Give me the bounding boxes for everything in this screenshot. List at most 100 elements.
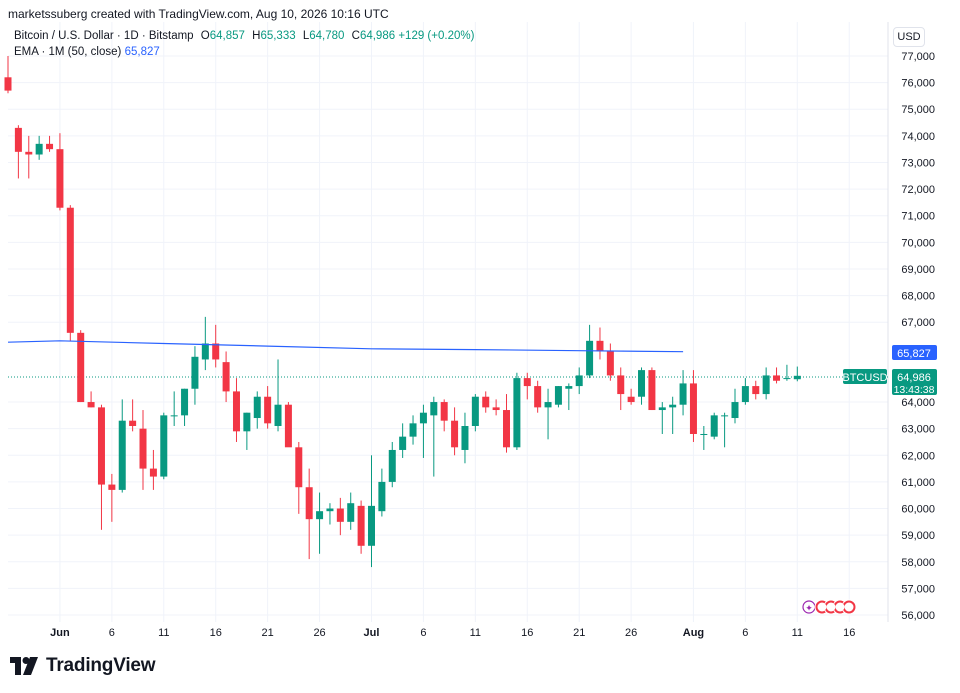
- ema-price-tag: 65,827: [892, 345, 937, 360]
- x-tick-label: 11: [792, 627, 803, 639]
- close-value: 64,986: [359, 30, 396, 42]
- candle-body: [326, 508, 334, 512]
- change-value: +129 (+0.20%): [398, 30, 475, 42]
- candle-body: [648, 370, 656, 411]
- x-tick-label: 16: [521, 627, 533, 639]
- x-tick-label: 21: [573, 627, 585, 639]
- candle-body: [658, 407, 666, 411]
- candle-body: [700, 433, 708, 435]
- candle-body: [139, 428, 147, 469]
- x-tick-label: 6: [109, 627, 115, 639]
- candle-body: [513, 378, 521, 448]
- x-tick-label: 21: [262, 627, 274, 639]
- candle-body: [160, 415, 168, 477]
- ema-legend[interactable]: EMA · 1M (50, close) 65,827: [14, 44, 474, 60]
- candle-body: [544, 402, 552, 408]
- y-tick-label: 64,000: [901, 397, 935, 409]
- candle-body: [409, 423, 417, 437]
- ohlc-legend[interactable]: Bitcoin / U.S. Dollar · 1D · Bitstamp O6…: [14, 28, 474, 44]
- candle-body: [295, 447, 303, 488]
- candle-body: [565, 386, 573, 389]
- low-value: 64,780: [309, 30, 345, 42]
- ema-label: EMA · 1M (50, close): [14, 46, 122, 58]
- candle-body: [367, 505, 375, 546]
- symbol-tag-bg: [843, 369, 887, 384]
- y-tick-label: 74,000: [901, 131, 935, 143]
- candle-body: [762, 375, 770, 395]
- candle-body: [752, 386, 760, 395]
- currency-selector[interactable]: USD: [893, 27, 925, 47]
- candle-body: [201, 343, 209, 360]
- candle-body: [347, 503, 355, 522]
- symbol-tag: BTCUSD: [842, 372, 887, 384]
- high-value: 65,333: [260, 30, 296, 42]
- candle-body: [482, 396, 490, 408]
- chart-grid: [8, 22, 889, 622]
- candles: [4, 56, 801, 568]
- low-label: L: [302, 30, 310, 42]
- events-flag-icon[interactable]: ✦: [802, 599, 857, 615]
- candle-body: [388, 449, 396, 482]
- candle-body: [721, 415, 729, 417]
- current-price-tag: BTCUSD 64,986 13:43:38: [842, 369, 937, 396]
- candle-body: [253, 396, 261, 419]
- candle-body: [430, 402, 438, 416]
- tradingview-logo-icon: [10, 657, 38, 675]
- time-axis: Jun 6 11 16 21 26 Jul 6 11 16 21 26 Aug 6 11 16: [50, 627, 855, 639]
- candle-body: [129, 420, 137, 427]
- y-tick-label: 59,000: [901, 530, 935, 542]
- candle-body: [77, 332, 85, 403]
- ema-tag-bg: [892, 345, 937, 360]
- candle-body: [669, 404, 677, 408]
- x-tick-label: 6: [420, 627, 426, 639]
- candle-body: [554, 386, 562, 405]
- candle-body: [170, 415, 178, 417]
- candle-body: [46, 143, 54, 150]
- candle-body: [316, 511, 324, 520]
- candle-body: [606, 351, 614, 376]
- y-tick-label: 71,000: [901, 211, 935, 223]
- candle-body: [56, 149, 64, 208]
- y-tick-label: 70,000: [901, 237, 935, 249]
- candle-body: [575, 375, 583, 387]
- y-tick-label: 57,000: [901, 583, 935, 595]
- candle-body: [689, 383, 697, 434]
- price-tag-bg: [892, 369, 937, 395]
- x-tick-label: 16: [210, 627, 222, 639]
- close-label: C: [351, 30, 360, 42]
- high-label: H: [252, 30, 261, 42]
- candle-body: [440, 402, 448, 421]
- candle-body: [264, 396, 272, 424]
- candle-body: [773, 375, 781, 381]
- candle-body: [534, 386, 542, 408]
- candle-body: [503, 410, 511, 448]
- ema-tag-value: 65,827: [897, 348, 931, 360]
- y-tick-label: 75,000: [901, 104, 935, 116]
- candle-body: [627, 396, 635, 403]
- candle-body: [274, 404, 282, 427]
- x-tick-label: 26: [313, 627, 325, 639]
- y-tick-label: 60,000: [901, 504, 935, 516]
- candle-body: [638, 370, 646, 397]
- y-tick-label: 63,000: [901, 424, 935, 436]
- candle-body: [731, 402, 739, 419]
- candle-body: [108, 484, 116, 490]
- price-tag-countdown: 13:43:38: [894, 384, 935, 396]
- candle-body: [461, 426, 469, 450]
- candle-body: [596, 340, 604, 352]
- candle-body: [523, 378, 531, 387]
- x-tick-label: 11: [158, 627, 169, 639]
- candle-body: [284, 404, 292, 448]
- x-tick-label: 6: [742, 627, 748, 639]
- tradingview-logo[interactable]: TradingView: [10, 655, 156, 677]
- candle-body: [118, 420, 126, 490]
- chart-attribution: marketssuberg created with TradingView.c…: [8, 7, 389, 21]
- y-tick-label: 73,000: [901, 157, 935, 169]
- chart-legend: Bitcoin / U.S. Dollar · 1D · Bitstamp O6…: [14, 28, 474, 60]
- y-tick-label: 61,000: [901, 477, 935, 489]
- symbol-name: Bitcoin / U.S. Dollar · 1D · Bitstamp: [14, 30, 194, 42]
- candle-body: [149, 468, 157, 477]
- candle-body: [492, 407, 500, 411]
- x-tick-label: Aug: [683, 627, 704, 639]
